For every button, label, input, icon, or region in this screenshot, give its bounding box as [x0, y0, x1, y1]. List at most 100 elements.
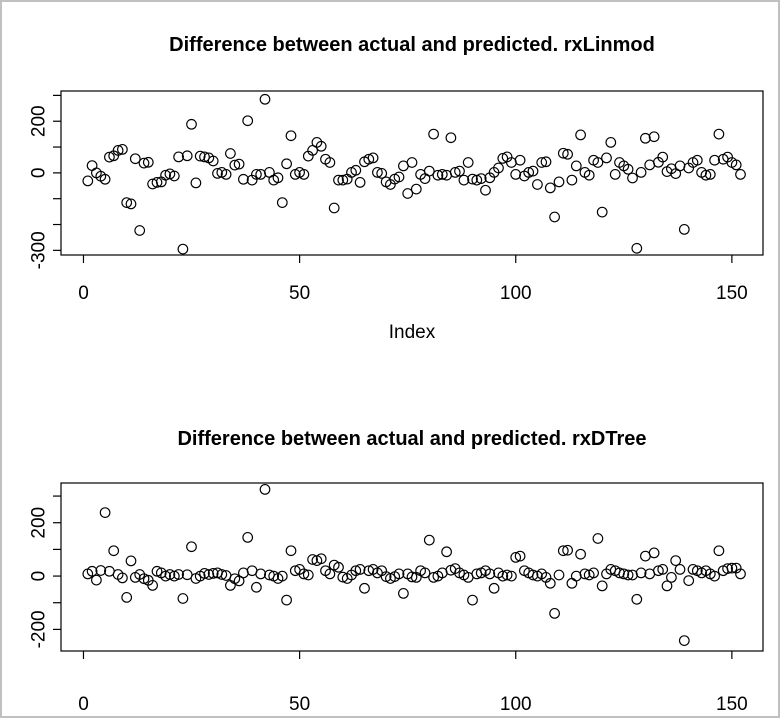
- data-point: [276, 197, 288, 208]
- data-point: [549, 211, 560, 223]
- data-point: [704, 169, 716, 180]
- data-point: [532, 179, 543, 190]
- data-point: [691, 154, 703, 166]
- x-axis-tick-label: 50: [289, 694, 310, 715]
- data-point: [186, 118, 197, 130]
- y-axis-tick-label: -300: [29, 231, 50, 269]
- data-point: [285, 545, 297, 557]
- data-point: [350, 164, 362, 176]
- data-point: [125, 198, 137, 210]
- data-point: [376, 168, 388, 179]
- data-point: [631, 593, 643, 605]
- data-point: [91, 574, 102, 586]
- data-point: [709, 154, 720, 166]
- data-point: [117, 144, 128, 155]
- data-point: [372, 167, 383, 178]
- x-axis-tick-label: 0: [78, 694, 89, 715]
- data-point: [186, 541, 197, 553]
- data-point: [333, 174, 344, 186]
- data-point: [674, 564, 686, 575]
- data-point: [536, 157, 548, 168]
- data-point: [592, 157, 604, 168]
- data-point: [441, 546, 452, 558]
- data-point: [354, 564, 366, 575]
- data-point: [259, 484, 271, 495]
- data-point: [709, 570, 720, 582]
- data-point: [653, 565, 664, 577]
- data-point: [428, 128, 439, 140]
- data-point: [216, 569, 228, 580]
- data-point: [627, 172, 638, 184]
- data-point: [575, 548, 586, 560]
- data-point: [99, 173, 111, 185]
- data-point: [497, 570, 509, 582]
- data-point: [168, 170, 180, 182]
- data-point: [432, 169, 444, 181]
- data-point: [726, 562, 738, 574]
- data-point: [315, 140, 327, 152]
- x-axis-tick-label: 150: [716, 283, 748, 304]
- data-point: [86, 160, 98, 171]
- data-point: [298, 169, 310, 180]
- data-point: [618, 568, 630, 580]
- data-point: [588, 567, 599, 579]
- data-point: [475, 173, 487, 184]
- plot-area-rxdtree: 0 50 100 150 200 0 -200: [29, 482, 764, 715]
- plot-area-rxlinmod: 0 50 100 150 200 0 -300: [29, 90, 764, 304]
- data-point: [82, 175, 94, 187]
- data-point: [700, 169, 712, 181]
- data-point: [523, 167, 535, 178]
- data-point: [207, 568, 219, 579]
- data-point: [506, 570, 517, 582]
- data-point: [242, 115, 254, 127]
- data-point: [570, 160, 582, 172]
- data-point: [666, 572, 677, 583]
- data-point: [108, 545, 120, 557]
- data-point: [735, 169, 746, 180]
- data-point: [328, 202, 340, 214]
- y-axis-tick-label: 200: [29, 105, 50, 137]
- data-point: [467, 173, 478, 185]
- data-point: [562, 148, 573, 160]
- data-point: [272, 172, 284, 184]
- data-point: [527, 569, 539, 581]
- data-point: [678, 224, 690, 235]
- data-point: [410, 183, 422, 195]
- data-point: [164, 569, 176, 580]
- data-point: [471, 174, 483, 186]
- data-point: [177, 243, 189, 255]
- data-point: [324, 157, 336, 168]
- data-point: [423, 534, 435, 546]
- data-point: [566, 174, 578, 186]
- data-point: [497, 153, 509, 164]
- data-point: [566, 577, 578, 589]
- data-point: [129, 153, 141, 165]
- data-point: [544, 182, 556, 194]
- data-point: [458, 174, 470, 186]
- x-axis-tick-label: 50: [289, 283, 310, 304]
- data-point: [553, 569, 565, 581]
- y-axis-tick-label: -200: [29, 610, 50, 648]
- data-point: [393, 568, 405, 580]
- plot-title-rxdtree: Difference between actual and predicted.…: [177, 428, 646, 450]
- data-point: [173, 569, 184, 580]
- data-point: [302, 569, 314, 581]
- data-point: [544, 577, 556, 589]
- data-point: [177, 593, 189, 604]
- data-point: [285, 130, 297, 142]
- data-point: [134, 225, 146, 236]
- data-point: [579, 568, 591, 580]
- data-point: [363, 153, 375, 165]
- data-point: [553, 176, 565, 188]
- plot-box: [60, 90, 764, 256]
- data-point: [678, 635, 690, 646]
- data-point: [181, 569, 193, 581]
- data-point: [484, 568, 496, 580]
- x-axis-tick-label: 150: [716, 694, 748, 715]
- data-point: [514, 154, 526, 166]
- data-point: [622, 569, 634, 581]
- data-point: [229, 159, 241, 171]
- data-point: [367, 152, 379, 164]
